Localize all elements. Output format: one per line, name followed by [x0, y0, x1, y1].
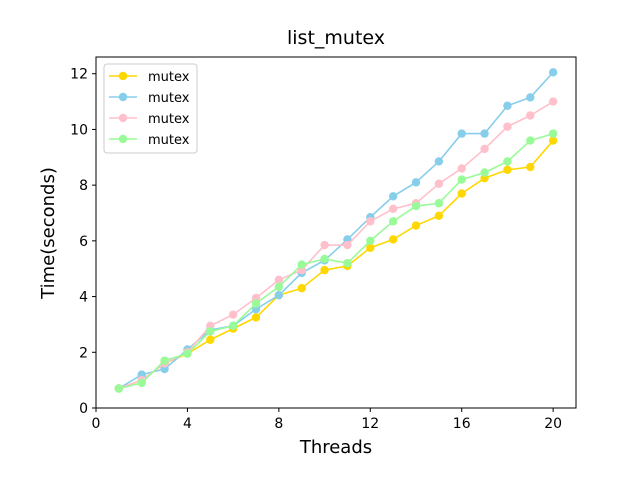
legend-label: mutex	[148, 91, 190, 106]
data-point	[137, 378, 146, 388]
data-point	[183, 349, 192, 358]
data-point	[206, 335, 215, 344]
data-point	[457, 164, 466, 173]
x-tick-label: 20	[544, 416, 562, 432]
y-tick-label: 10	[70, 122, 88, 138]
y-tick-label: 6	[79, 234, 88, 250]
axes-frame	[95, 56, 577, 409]
plot-area: 0 4 8 12 16 20 0 2 4 6 8 10 12 mutex mutex mutex mutex	[70, 56, 577, 432]
legend-marker	[118, 71, 128, 81]
y-tick-label: 0	[79, 401, 88, 417]
data-point	[274, 290, 284, 300]
data-point	[457, 175, 466, 184]
y-tick-label: 2	[79, 345, 88, 361]
y-tick-label: 8	[79, 178, 88, 194]
data-point	[297, 284, 306, 293]
legend: mutex mutex mutex mutex	[103, 63, 198, 154]
data-point	[457, 129, 466, 138]
data-point	[503, 101, 512, 110]
legend-marker	[118, 113, 128, 123]
data-point	[320, 240, 329, 250]
legend-marker	[118, 134, 128, 144]
data-point	[297, 260, 306, 269]
data-point	[251, 313, 261, 322]
legend-label: mutex	[148, 70, 190, 85]
legend-label: mutex	[148, 112, 190, 127]
data-point	[274, 275, 284, 285]
data-point	[343, 240, 352, 250]
data-point	[526, 136, 535, 145]
data-point	[434, 157, 444, 166]
data-point	[366, 217, 375, 226]
series-line-3	[118, 100, 554, 390]
data-point	[503, 165, 512, 175]
series-4	[114, 129, 558, 393]
data-point	[388, 217, 398, 226]
data-point	[411, 221, 421, 230]
data-point	[251, 299, 261, 308]
x-tick-label: 0	[92, 416, 101, 432]
data-point	[526, 162, 535, 172]
legend-box	[103, 63, 198, 154]
data-point	[320, 265, 329, 275]
x-tick-label: 4	[183, 416, 192, 432]
data-point	[388, 204, 398, 214]
data-point	[411, 201, 421, 211]
x-tick-label: 16	[453, 416, 471, 432]
legend-marker	[118, 92, 128, 102]
data-point	[548, 129, 558, 138]
data-point	[526, 93, 535, 102]
data-point	[434, 211, 444, 220]
data-point	[228, 310, 238, 319]
data-point	[366, 243, 375, 253]
data-point	[548, 97, 558, 106]
data-point	[206, 327, 215, 336]
data-point	[343, 258, 352, 268]
data-point	[480, 129, 489, 138]
data-point	[457, 189, 466, 198]
y-tick-label: 12	[70, 67, 88, 83]
data-point	[411, 178, 421, 187]
data-point	[388, 192, 398, 201]
data-point	[274, 282, 284, 292]
x-tick-label: 8	[274, 416, 283, 432]
data-point	[388, 235, 398, 244]
legend-label: mutex	[148, 133, 190, 148]
chart-title: list_mutex	[287, 27, 385, 49]
data-point	[366, 236, 375, 246]
data-point	[160, 356, 169, 365]
y-axis-label: Time(seconds)	[38, 167, 59, 300]
data-point	[434, 199, 444, 208]
x-axis-label: Threads	[299, 437, 372, 458]
data-point	[114, 384, 124, 393]
data-point	[548, 68, 558, 77]
data-point	[480, 144, 489, 154]
data-point	[434, 179, 444, 188]
data-point	[480, 168, 489, 177]
data-point	[228, 321, 238, 331]
y-tick-label: 4	[79, 290, 88, 306]
data-point	[503, 122, 512, 131]
data-point	[503, 157, 512, 166]
data-point	[526, 111, 535, 120]
x-tick-label: 12	[361, 416, 379, 432]
data-point	[320, 254, 329, 264]
data-point	[548, 136, 558, 145]
